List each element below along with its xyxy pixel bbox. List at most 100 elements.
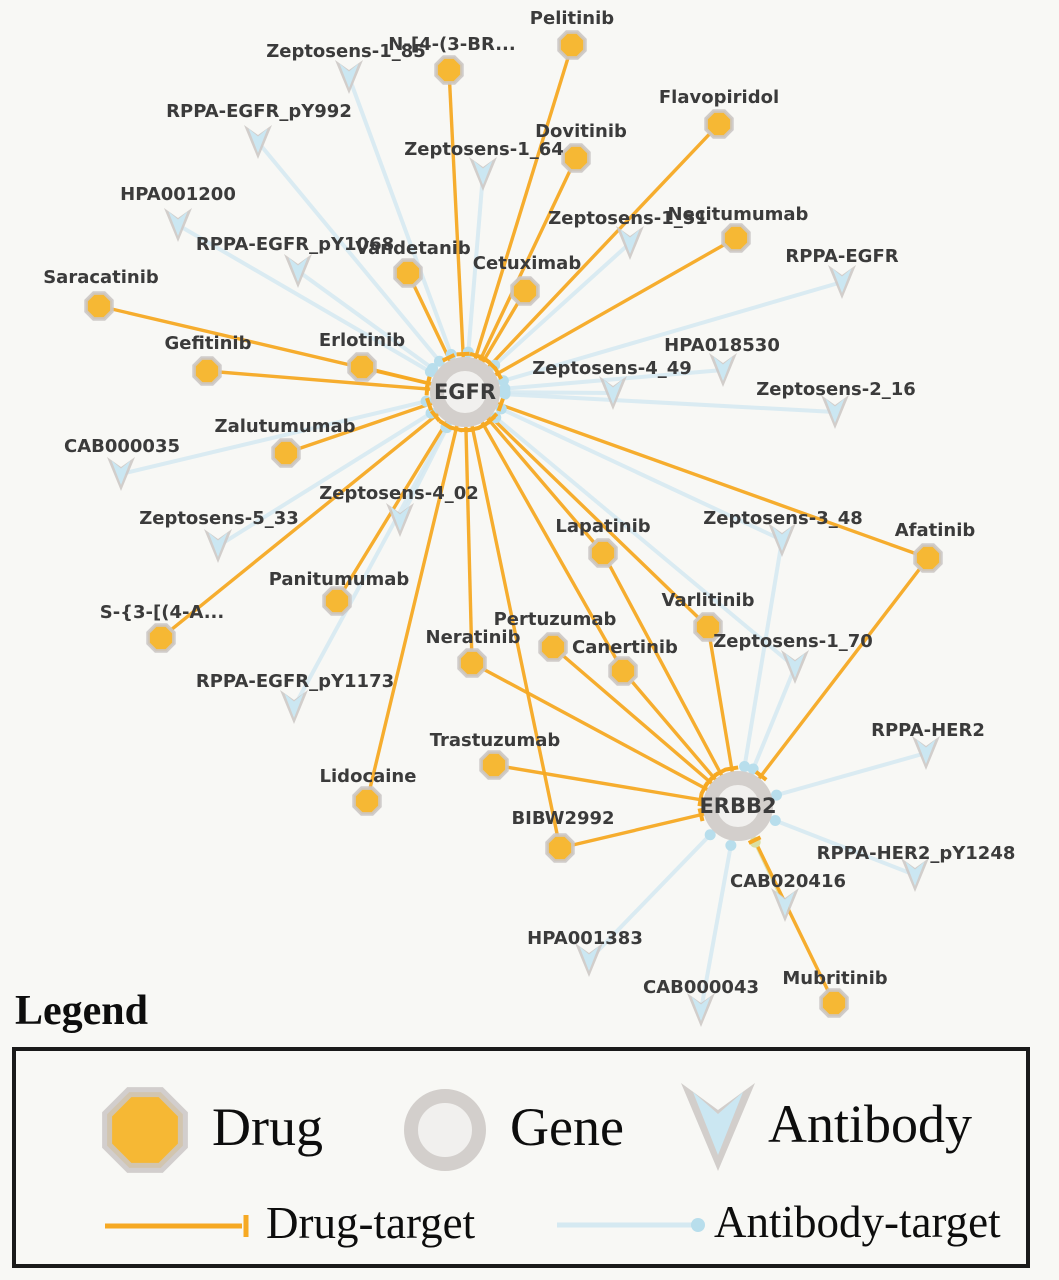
gene-ring-icon bbox=[430, 357, 500, 427]
drug-octagon-icon bbox=[479, 750, 509, 780]
drug-node-pertuzumab bbox=[538, 632, 568, 662]
antibody-chevron-inner bbox=[390, 506, 410, 531]
edge-endpoint-dot bbox=[739, 761, 751, 773]
edge-z2_16-egfr bbox=[464, 390, 836, 414]
antibody-node-py1173 bbox=[280, 690, 308, 724]
drug-octagon-icon bbox=[704, 109, 734, 139]
edge-lidocaine-egfr bbox=[365, 391, 467, 802]
antibody-chevron-inner bbox=[284, 693, 304, 718]
drug-octagon-icon bbox=[84, 291, 114, 321]
edge-s3_4a-egfr bbox=[159, 390, 467, 640]
legend-drug-octagon-icon bbox=[102, 1087, 188, 1173]
drug-octagon-icon bbox=[545, 833, 575, 863]
drug-octagon-icon bbox=[510, 276, 540, 306]
layer-legend bbox=[102, 1083, 755, 1237]
edge-endpoint-tbar bbox=[486, 412, 499, 425]
edge-endpoint-dot bbox=[747, 763, 759, 775]
drug-octagon-icon bbox=[457, 648, 487, 678]
antibody-node-z5_33 bbox=[204, 529, 232, 563]
node-label-gefitinib: Gefitinib bbox=[165, 333, 252, 354]
edge-neratinib-erbb2 bbox=[471, 661, 739, 808]
drug-node-neratinib bbox=[457, 648, 487, 678]
antibody-node-py1248 bbox=[901, 858, 929, 892]
drug-octagon-icon bbox=[347, 352, 377, 382]
gene-ring-icon bbox=[703, 771, 773, 841]
edge-afatinib-erbb2 bbox=[736, 556, 930, 808]
antibody-node-rppa_her2 bbox=[912, 736, 940, 770]
antibody-node-cab020416 bbox=[771, 888, 799, 922]
node-label-z4_49: Zeptosens-4_49 bbox=[532, 358, 692, 379]
drug-node-zalutumumab bbox=[271, 438, 301, 468]
edge-endpoint-dot bbox=[704, 829, 716, 841]
legend-antibody-target-label: Antibody-target bbox=[714, 1197, 1001, 1247]
drug-octagon-icon bbox=[146, 623, 176, 653]
legend-gene-ring-icon bbox=[404, 1089, 486, 1171]
legend-drug-target-label: Drug-target bbox=[266, 1198, 476, 1248]
antibody-chevron-inner bbox=[248, 128, 268, 153]
node-label-cab000043: CAB000043 bbox=[643, 977, 759, 998]
antibody-node-z1_70 bbox=[781, 650, 809, 684]
edge-necitumumab-egfr bbox=[464, 236, 737, 394]
node-label-hpa001383: HPA001383 bbox=[527, 928, 643, 949]
edge-endpoint-tbar bbox=[429, 409, 442, 423]
antibody-chevron-inner bbox=[916, 739, 936, 764]
antibody-node-z4_02 bbox=[386, 503, 414, 537]
edge-endpoint-tbar bbox=[703, 774, 715, 788]
antibody-chevron-inner bbox=[825, 398, 845, 423]
edge-endpoint-tbar bbox=[754, 770, 768, 782]
edge-hpa001200-egfr bbox=[176, 223, 467, 394]
antibody-chevron-inner bbox=[772, 526, 792, 551]
antibody-chevron-inner bbox=[691, 996, 711, 1021]
drug-node-s3_4a bbox=[146, 623, 176, 653]
drug-octagon-icon bbox=[721, 223, 751, 253]
edge-endpoint-tbar bbox=[724, 765, 739, 772]
drug-node-canertinib bbox=[608, 656, 638, 686]
drug-node-pelitinib bbox=[557, 30, 587, 60]
edge-z1_85-egfr bbox=[347, 76, 467, 393]
antibody-chevron-inner bbox=[775, 891, 795, 916]
node-label-canertinib: Canertinib bbox=[572, 637, 678, 658]
legend-box bbox=[12, 1047, 1030, 1268]
edge-endpoint-tbar bbox=[747, 835, 762, 845]
drug-octagon-icon bbox=[693, 612, 723, 642]
edge-endpoint-tbar bbox=[425, 397, 434, 412]
drug-node-lidocaine bbox=[352, 786, 382, 816]
edge-endpoint-tbar bbox=[493, 366, 503, 380]
node-label-cab000035: CAB000035 bbox=[64, 436, 180, 457]
drug-octagon-icon bbox=[608, 656, 638, 686]
drug-octagon-icon bbox=[192, 356, 222, 386]
edge-endpoint-tbar bbox=[441, 353, 456, 363]
edge-rppa_egfr-egfr bbox=[464, 280, 843, 394]
antibody-node-z3_48 bbox=[768, 523, 796, 557]
node-label-rppa_egfr: RPPA-EGFR bbox=[785, 246, 898, 267]
node-label-trastuzumab: Trastuzumab bbox=[430, 730, 561, 751]
edge-endpoint-dot bbox=[499, 388, 511, 400]
antibody-node-z1_85 bbox=[335, 60, 363, 94]
node-label-vandetanib: Vandetanib bbox=[355, 238, 471, 259]
edge-py992-egfr bbox=[256, 140, 467, 394]
antibody-node-py1068 bbox=[284, 254, 312, 288]
node-label-pelitinib: Pelitinib bbox=[530, 8, 614, 29]
node-label-flavopiridol: Flavopiridol bbox=[659, 87, 779, 108]
drug-node-trastuzumab bbox=[479, 750, 509, 780]
drug-octagon-icon bbox=[322, 586, 352, 616]
node-label-erlotinib: Erlotinib bbox=[319, 330, 405, 351]
layer-markers bbox=[420, 346, 782, 851]
antibody-chevron-inner bbox=[713, 356, 733, 381]
antibody-chevron-inner bbox=[288, 257, 308, 282]
node-label-varlitinib: Varlitinib bbox=[662, 590, 755, 611]
edge-lapatinib-egfr bbox=[463, 390, 605, 555]
edge-endpoint-tbar bbox=[424, 376, 432, 390]
antibody-node-z1_64 bbox=[469, 157, 497, 191]
node-label-py1068: RPPA-EGFR_pY1068 bbox=[196, 234, 394, 255]
node-label-s3_4a: S-{3-[(4-A... bbox=[100, 602, 224, 623]
edge-pelitinib-egfr bbox=[463, 44, 574, 393]
node-label-z1_51: Zeptosens-1_51 bbox=[548, 208, 708, 229]
edge-endpoint-tbar bbox=[697, 807, 705, 822]
node-label-cab020416: CAB020416 bbox=[730, 871, 846, 892]
edge-z3_48-egfr bbox=[464, 390, 783, 542]
drug-octagon-icon bbox=[819, 988, 849, 1018]
edge-endpoint-tbar bbox=[496, 398, 505, 412]
node-label-mubritinib: Mubritinib bbox=[782, 968, 887, 989]
